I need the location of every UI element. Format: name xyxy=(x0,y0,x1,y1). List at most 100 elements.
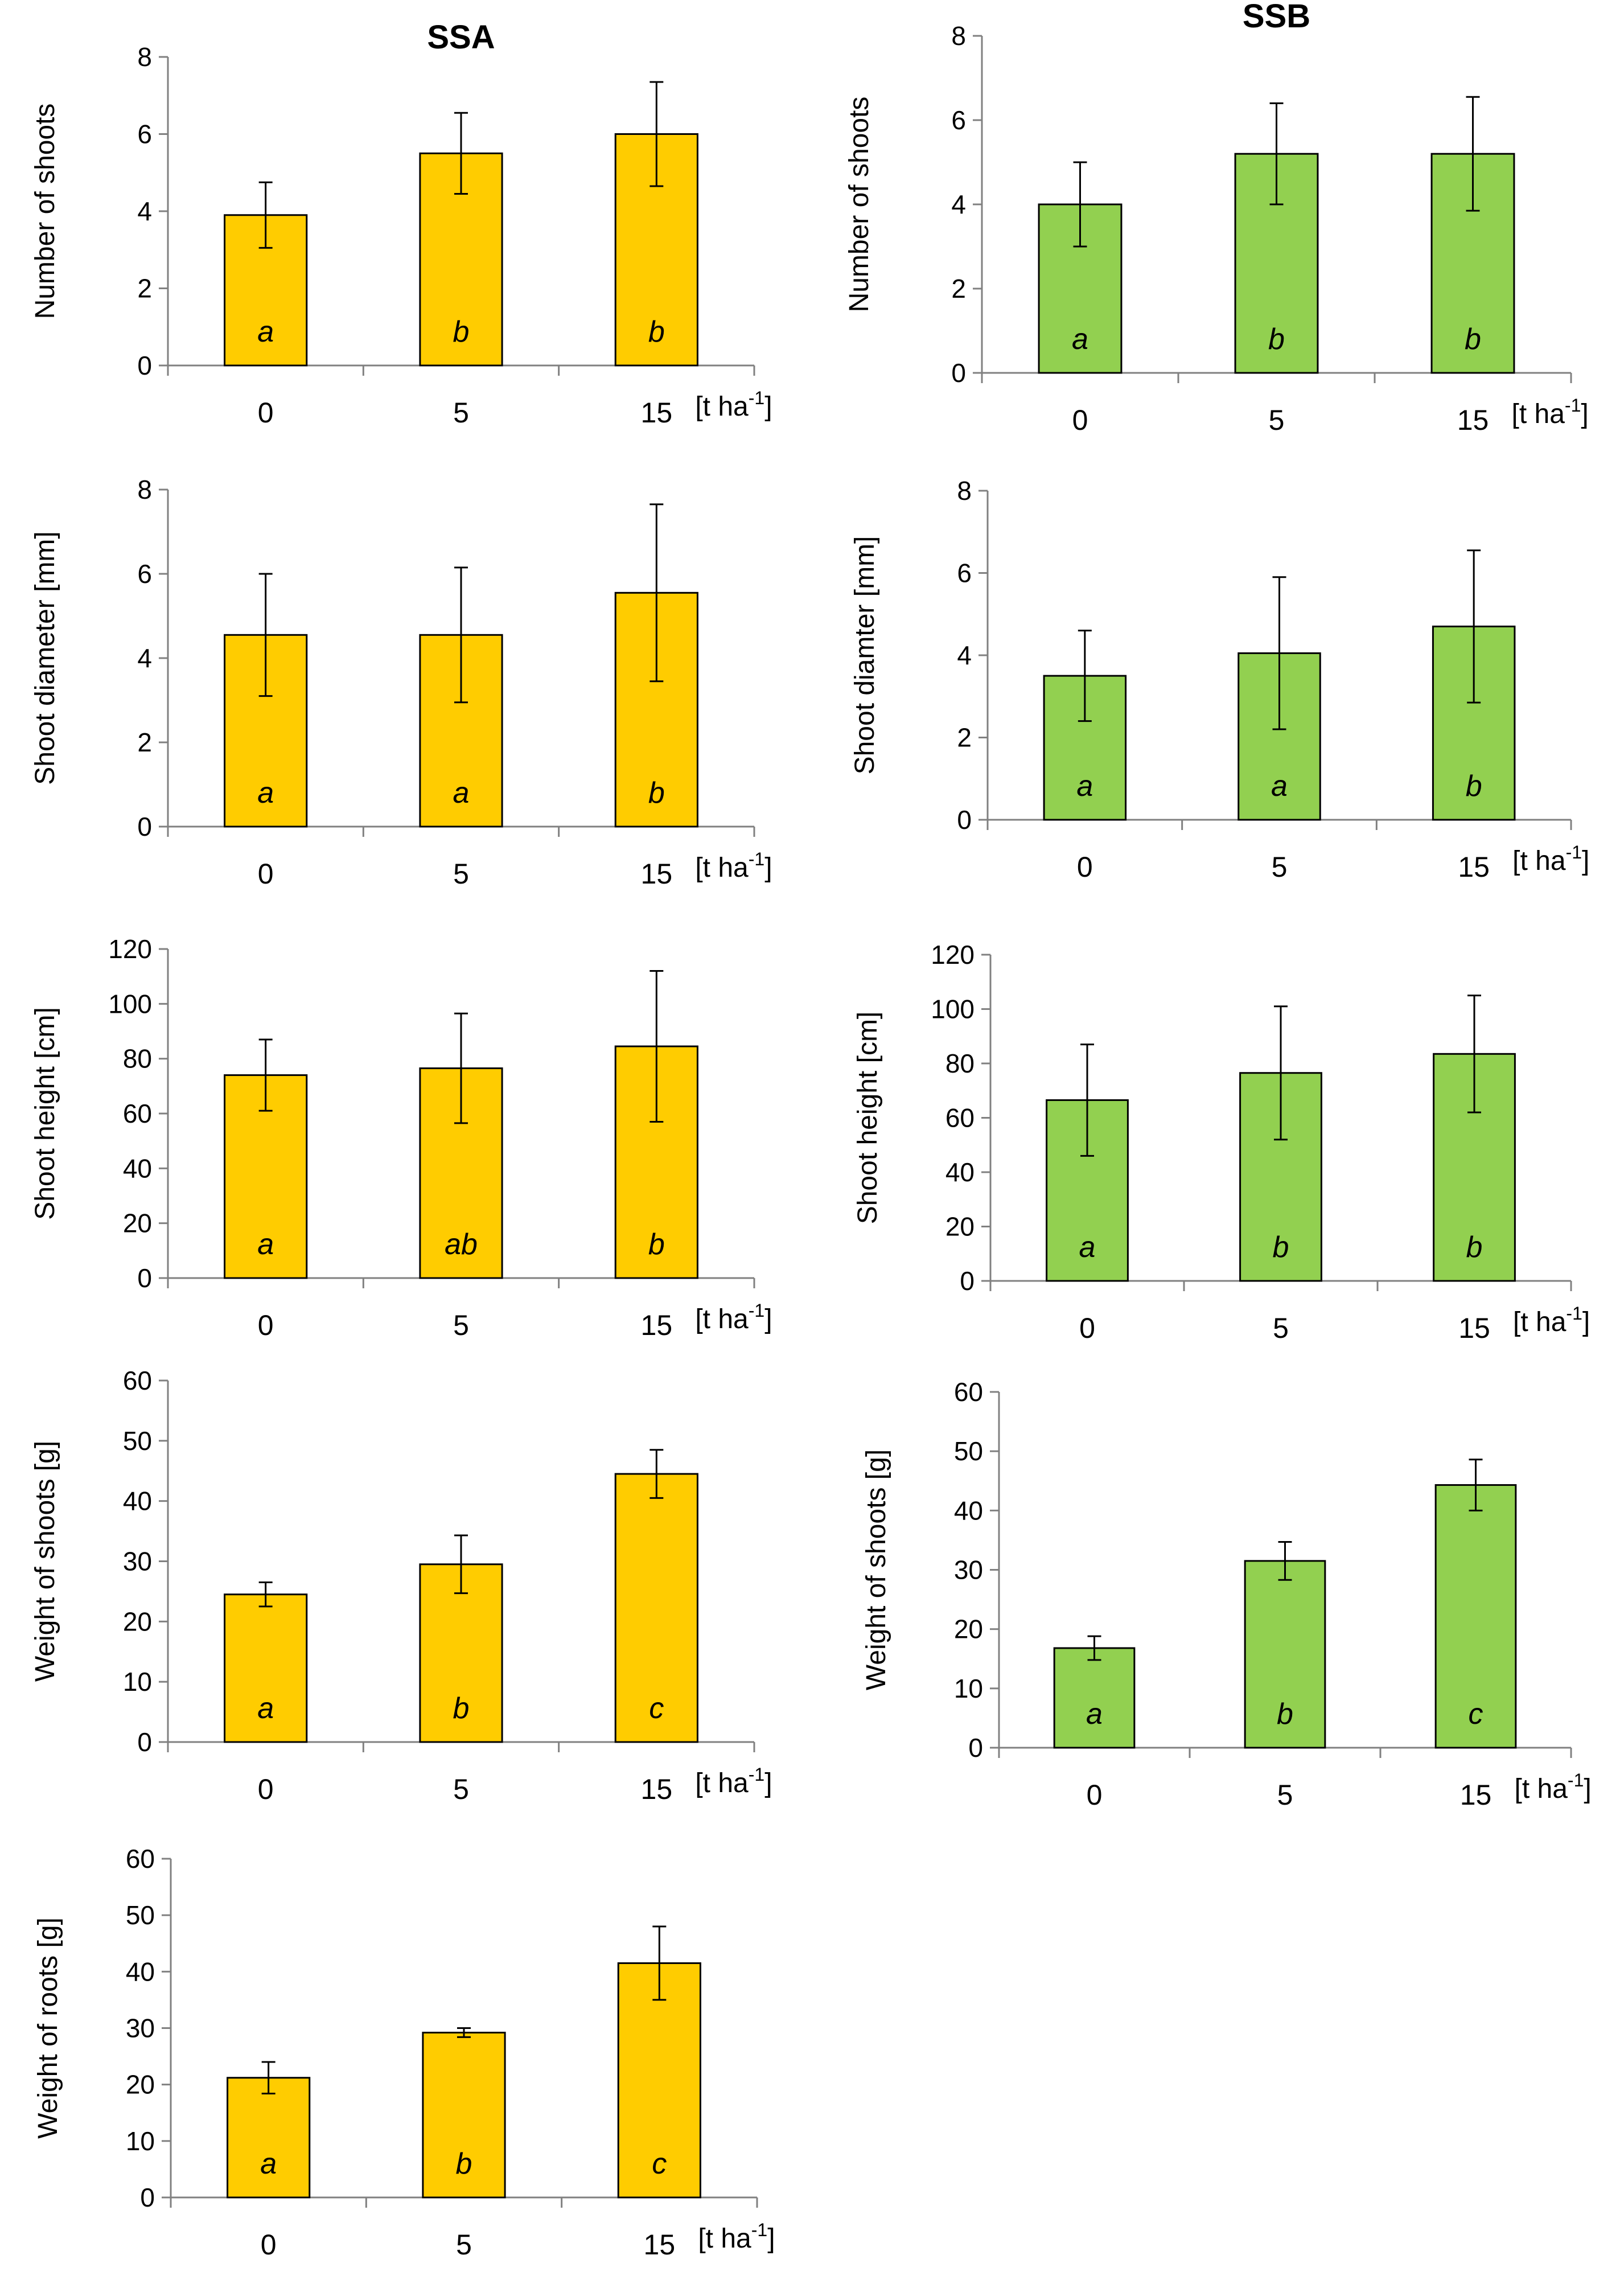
y-tick-label: 0 xyxy=(951,358,966,388)
y-tick-label: 20 xyxy=(123,1209,152,1238)
significance-letter: a xyxy=(257,315,274,348)
significance-letter: b xyxy=(648,1228,665,1261)
y-tick-label: 4 xyxy=(951,190,966,219)
significance-letter: a xyxy=(1072,323,1088,356)
chart-ssb-shoots-weight: 0102030405060Weight of shoots [g]a0b5c15… xyxy=(861,1377,1592,1811)
x-category-label: 15 xyxy=(641,397,673,429)
significance-letter: b xyxy=(1465,323,1481,356)
y-tick-label: 0 xyxy=(137,1263,152,1293)
y-tick-label: 80 xyxy=(945,1049,975,1078)
significance-letter: a xyxy=(257,1228,274,1261)
significance-letter: a xyxy=(1271,770,1288,803)
y-tick-label: 60 xyxy=(123,1099,152,1128)
y-axis-title: Weight of roots [g] xyxy=(33,1917,63,2139)
significance-letter: a xyxy=(1079,1231,1096,1264)
y-axis-title: Shoot height [cm] xyxy=(853,1012,883,1225)
y-tick-label: 4 xyxy=(957,640,972,670)
x-category-label: 15 xyxy=(1460,1779,1492,1811)
x-category-label: 15 xyxy=(641,858,673,890)
panel-title-ssa: SSA xyxy=(427,19,495,56)
y-tick-label: 30 xyxy=(123,1547,152,1576)
y-tick-label: 120 xyxy=(931,940,975,969)
x-category-label: 5 xyxy=(453,1773,469,1805)
chart-ssa-shoot-height: 0 20 40 60 80 100 120 Shoot height [cm] a 0 ab 5 b 15… xyxy=(30,934,772,1341)
y-tick-label: 6 xyxy=(137,120,152,149)
chart-ssa-shoots-number: 0 2 4 6 8 Number of shoots a 0 b 5 b 15 [t ha-1] SSA xyxy=(30,19,772,429)
y-tick-label: 0 xyxy=(140,2183,155,2212)
x-unit-label: [t ha-1] xyxy=(1515,1770,1592,1804)
y-tick-label: 8 xyxy=(137,475,152,504)
y-tick-label: 100 xyxy=(931,995,975,1024)
chart-ssb-shoot-height: 0 20 40 60 80 100 120 Shoot height [cm] a 0 b 5 b 15 [… xyxy=(853,940,1590,1344)
y-tick-label: 10 xyxy=(123,1667,152,1696)
x-category-label: 5 xyxy=(1269,404,1285,436)
x-category-label: 5 xyxy=(453,858,469,890)
y-tick-label: 60 xyxy=(945,1103,975,1133)
significance-letter: b xyxy=(1273,1231,1289,1264)
y-tick-label: 10 xyxy=(954,1674,983,1703)
y-tick-label: 120 xyxy=(108,934,152,964)
x-category-label: 15 xyxy=(641,1309,673,1341)
y-tick-label: 0 xyxy=(957,805,972,835)
x-category-label: 0 xyxy=(1087,1779,1103,1811)
y-tick-label: 40 xyxy=(123,1486,152,1516)
y-tick-label: 40 xyxy=(126,1957,155,1986)
x-category-label: 0 xyxy=(1077,851,1093,883)
y-axis-title: Shoot diamter [mm] xyxy=(850,536,880,775)
x-category-label: 15 xyxy=(1457,404,1489,436)
x-category-label: 5 xyxy=(453,397,469,429)
y-tick-label: 50 xyxy=(126,1900,155,1930)
y-tick-label: 8 xyxy=(951,21,966,51)
x-category-label: 0 xyxy=(1079,1312,1095,1344)
x-category-label: 5 xyxy=(456,2229,472,2261)
significance-letter: a xyxy=(453,777,470,810)
x-category-label: 5 xyxy=(453,1309,469,1341)
y-tick-label: 30 xyxy=(954,1555,983,1585)
x-category-label: 0 xyxy=(258,397,274,429)
chart-ssb-shoot-diameter: 0 2 4 6 8 Shoot diamter [mm] a 0 a 5 b 15 [t ha-1] xyxy=(850,476,1589,883)
y-axis-title: Shoot height [cm] xyxy=(30,1007,60,1220)
x-unit-label: [t ha-1] xyxy=(695,1764,772,1798)
x-unit-label: [t ha-1] xyxy=(1512,395,1589,429)
y-tick-label: 20 xyxy=(126,2070,155,2100)
y-tick-label: 4 xyxy=(137,643,152,673)
x-category-label: 15 xyxy=(1458,1312,1490,1344)
significance-letter: a xyxy=(1086,1698,1103,1731)
chart-ssa-shoot-diameter: 0 2 4 6 8 Shoot diameter [mm] a 0 a 5 b 15 [t ha-1] xyxy=(30,475,772,890)
x-category-label: 0 xyxy=(258,1773,274,1805)
significance-letter: b xyxy=(456,2147,472,2180)
significance-letter: b xyxy=(648,315,665,348)
y-tick-label: 20 xyxy=(123,1607,152,1636)
y-tick-label: 80 xyxy=(123,1044,152,1074)
chart-ssb-shoots-number: 0 2 4 6 8 Number of shoots a 0 b 5 b 15 [t ha-1] SSB xyxy=(844,0,1589,436)
y-tick-label: 20 xyxy=(945,1212,975,1242)
y-tick-label: 60 xyxy=(954,1377,983,1407)
y-tick-label: 6 xyxy=(951,105,966,135)
significance-letter: a xyxy=(257,1692,274,1725)
x-unit-label: [t ha-1] xyxy=(695,849,772,883)
x-category-label: 0 xyxy=(261,2229,277,2261)
x-category-label: 5 xyxy=(1272,851,1288,883)
significance-letter: a xyxy=(1076,770,1093,803)
y-axis-title: Weight of shoots [g] xyxy=(861,1449,891,1690)
y-axis-title: Number of shoots xyxy=(30,104,60,319)
y-axis-title: Shoot diameter [mm] xyxy=(30,531,60,785)
y-tick-label: 60 xyxy=(123,1366,152,1395)
significance-letter: c xyxy=(652,2147,667,2180)
y-tick-label: 40 xyxy=(945,1157,975,1187)
significance-letter: a xyxy=(260,2147,277,2180)
significance-letter: b xyxy=(1268,323,1285,356)
significance-letter: ab xyxy=(445,1228,478,1261)
x-unit-label: [t ha-1] xyxy=(695,1300,772,1334)
chart-ssa-roots-weight: 0 10 20 30 40 50 60 Weight of roots [g] a 0 b 5 c 15 [… xyxy=(33,1844,775,2261)
significance-letter: b xyxy=(1466,770,1482,803)
y-tick-label: 10 xyxy=(126,2126,155,2156)
y-tick-label: 30 xyxy=(126,2014,155,2043)
x-category-label: 5 xyxy=(1273,1312,1289,1344)
y-tick-label: 6 xyxy=(137,559,152,589)
x-unit-label: [t ha-1] xyxy=(695,388,772,422)
y-tick-label: 2 xyxy=(951,274,966,303)
significance-letter: c xyxy=(1469,1698,1483,1731)
panel-title-ssb: SSB xyxy=(1243,0,1310,35)
chart-ssa-shoots-weight: 0 10 20 30 40 50 60 Weight of shoots [g] a 0 b 5 c 15… xyxy=(30,1366,772,1805)
